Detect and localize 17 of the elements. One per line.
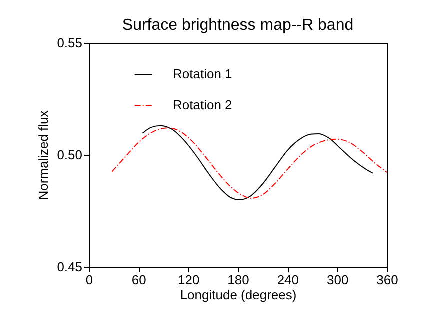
x-tick-label: 60	[132, 272, 146, 288]
y-tick-label: 0.45	[57, 260, 82, 274]
line-series	[142, 125, 374, 201]
y-tick-label: 0.50	[57, 148, 82, 162]
x-tick-label: 360	[376, 272, 398, 288]
x-axis-title: Longitude (degrees)	[180, 288, 297, 302]
x-tick-label: 240	[277, 272, 300, 288]
chart-title: Surface brightness map--R band	[122, 17, 354, 34]
x-tick-label: 300	[326, 272, 349, 288]
line-series	[112, 128, 388, 199]
x-tick-label: 0	[86, 272, 94, 288]
y-tick-label: 0.55	[57, 36, 82, 50]
x-tick-label: 180	[228, 272, 250, 288]
y-axis-title: Normalized flux	[36, 110, 52, 200]
x-tick-label: 120	[178, 272, 200, 288]
legend-label: Rotation 1	[173, 66, 232, 82]
legend-label: Rotation 2	[173, 98, 232, 112]
